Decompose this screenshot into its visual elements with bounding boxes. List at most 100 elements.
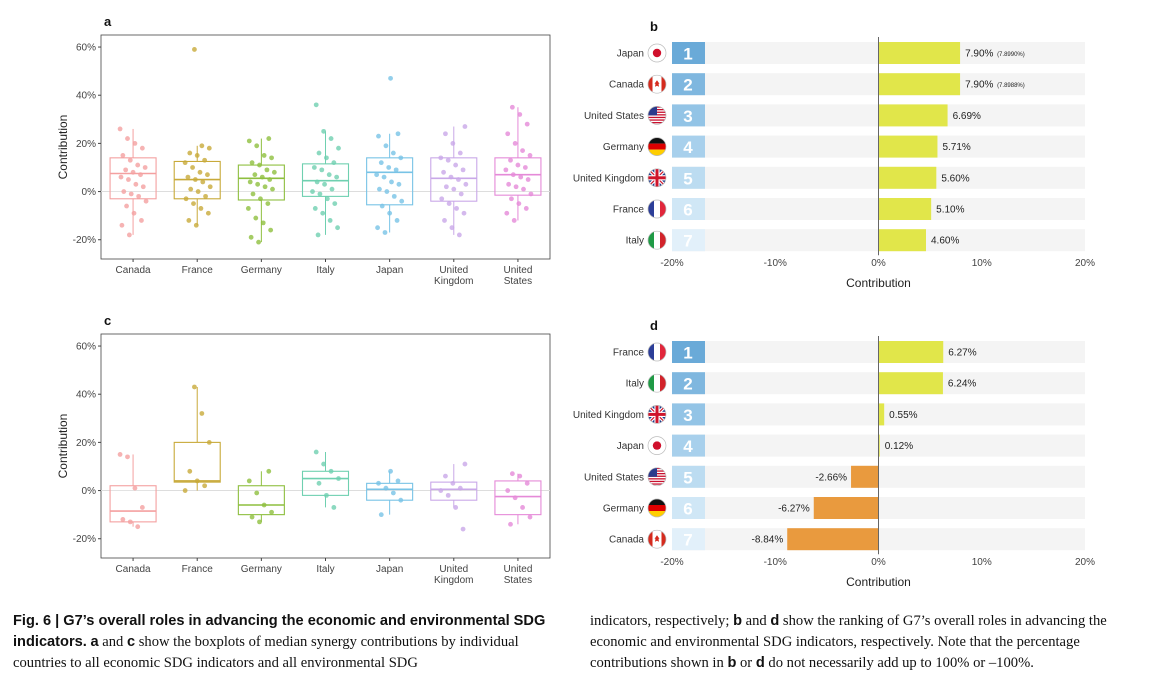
data-point (504, 210, 510, 216)
data-point (182, 160, 188, 166)
data-point (324, 492, 329, 498)
x-tick-label: 10% (972, 258, 992, 269)
flag-canada-icon (647, 529, 667, 549)
data-point (511, 218, 517, 223)
country-label: United Kingdom (573, 410, 644, 421)
data-point (126, 177, 131, 182)
data-point (390, 490, 396, 496)
y-tick-label: 40% (76, 91, 96, 102)
data-point (259, 174, 265, 180)
country-label: Germany (603, 504, 644, 515)
flag-band (660, 374, 666, 393)
data-point (374, 172, 380, 178)
flag-ring (647, 467, 667, 487)
flag-body (648, 200, 666, 218)
data-point (326, 172, 332, 178)
data-point (120, 153, 126, 158)
data-point (528, 191, 534, 197)
flag-body (648, 374, 666, 393)
flag-ring (647, 74, 667, 94)
plot-frame (100, 333, 551, 559)
data-point (524, 480, 530, 486)
value-bar (878, 104, 948, 127)
data-point (453, 505, 459, 510)
data-point (135, 162, 141, 168)
data-point (394, 218, 400, 223)
data-point (331, 505, 337, 510)
flag-stripe (648, 483, 666, 485)
data-point (194, 478, 200, 484)
country-label: Japan (617, 49, 644, 60)
box-italy (301, 449, 350, 510)
data-point (445, 492, 451, 498)
data-point (527, 153, 533, 158)
data-point (139, 218, 144, 223)
data-point (321, 461, 327, 467)
box-france (173, 47, 221, 228)
flag-band (660, 231, 666, 250)
data-point (258, 196, 263, 202)
data-point (313, 102, 319, 108)
data-point (270, 186, 275, 192)
bar-row-italy: 2 Italy 6.24% (626, 372, 1085, 395)
box-italy (301, 102, 350, 238)
data-point (438, 155, 444, 161)
data-point (128, 191, 134, 197)
value-bar (851, 465, 879, 488)
value-detail-label: (7.8988%) (997, 83, 1025, 89)
data-point (261, 153, 267, 158)
flag-ring (647, 498, 667, 518)
data-point (118, 174, 124, 180)
data-point (260, 220, 266, 226)
value-detail-label: (7.8990%) (997, 52, 1025, 58)
flag-band (648, 231, 654, 250)
data-point (195, 189, 201, 194)
data-point (395, 478, 401, 484)
value-label: 5.71% (942, 142, 970, 153)
iqr-box (301, 470, 350, 496)
y-tick-label: 60% (76, 342, 96, 353)
data-point (520, 148, 525, 154)
box-japan (366, 75, 414, 235)
data-point (384, 189, 390, 194)
caption-bold-d: d (770, 613, 780, 629)
box-canada (109, 452, 157, 530)
data-point (446, 201, 452, 207)
rank-number: 6 (683, 201, 692, 220)
data-point (399, 198, 405, 204)
data-point (257, 162, 262, 168)
x-tick-label: Kingdom (434, 575, 473, 586)
data-point (396, 181, 402, 187)
x-tick-label: 10% (972, 557, 992, 568)
flag-japan-icon (647, 436, 667, 455)
data-point (520, 505, 525, 510)
rank-box (672, 403, 705, 426)
x-tick-label: States (504, 575, 532, 586)
x-tick-label: United (503, 265, 532, 276)
data-point (247, 179, 253, 185)
flag-ring (647, 405, 667, 424)
value-bar (878, 166, 937, 189)
box-japan (366, 468, 414, 518)
data-point (188, 186, 194, 192)
x-tick-label: 0% (871, 557, 886, 568)
rank-number: 4 (683, 437, 693, 456)
box-united-states (494, 471, 542, 527)
flag-germany-icon (647, 137, 667, 156)
data-point (457, 150, 463, 156)
data-point (334, 174, 340, 180)
y-tick-label: 0% (82, 486, 97, 497)
flag-ring (647, 342, 667, 362)
data-point (310, 189, 315, 194)
caption-right: indicators, respectively; b and d show t… (590, 611, 1152, 674)
data-point (316, 150, 322, 156)
box-united-states (494, 104, 542, 223)
data-point (460, 526, 466, 532)
country-label: Canada (609, 535, 644, 546)
data-point (206, 439, 212, 445)
data-point (199, 143, 205, 149)
flag-ring (647, 43, 667, 63)
box-germany (237, 468, 285, 525)
data-point (521, 186, 526, 192)
